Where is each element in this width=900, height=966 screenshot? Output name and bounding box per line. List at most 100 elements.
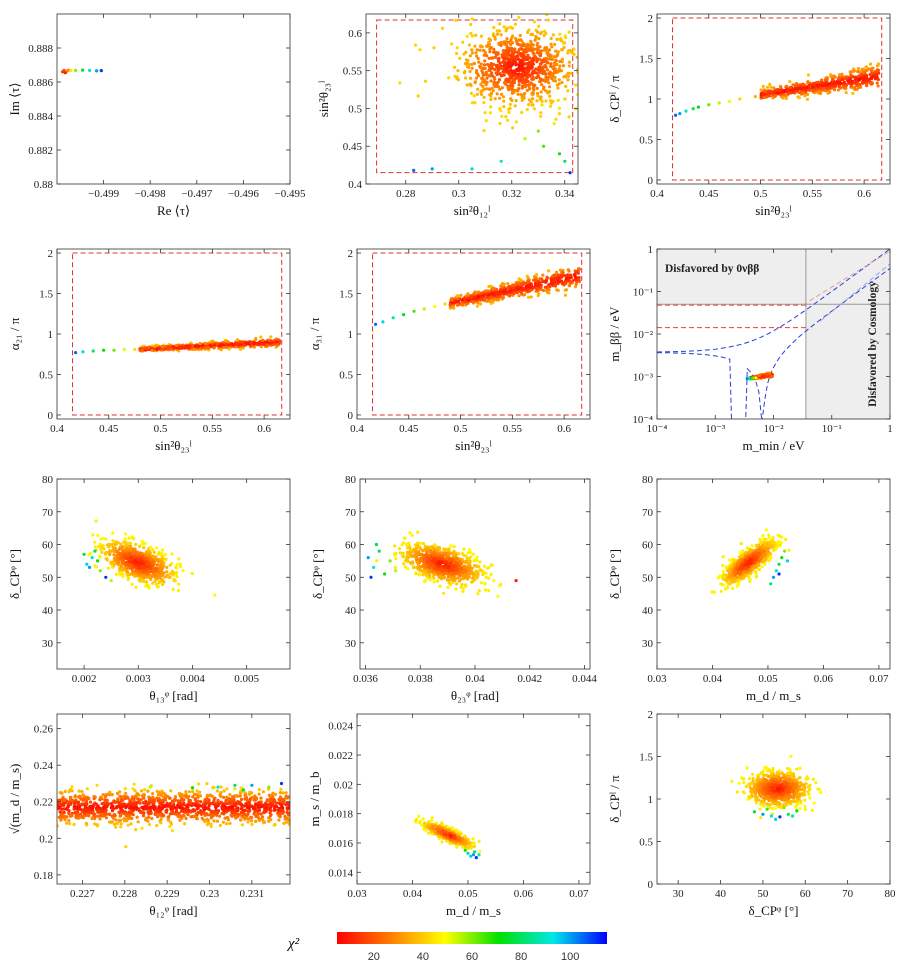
data-point bbox=[119, 563, 123, 567]
data-point bbox=[875, 81, 879, 85]
data-point bbox=[517, 15, 521, 19]
data-point bbox=[545, 68, 550, 72]
data-point bbox=[377, 549, 381, 553]
data-point bbox=[82, 552, 86, 556]
data-point bbox=[549, 36, 553, 41]
data-point bbox=[501, 282, 505, 286]
data-point bbox=[473, 573, 477, 577]
data-point bbox=[774, 88, 778, 92]
data-point bbox=[453, 564, 457, 568]
plot-frame bbox=[56, 13, 291, 185]
data-point bbox=[212, 343, 216, 347]
data-point bbox=[505, 70, 509, 74]
data-point bbox=[485, 76, 489, 80]
data-point bbox=[149, 545, 153, 549]
data-point bbox=[564, 274, 568, 278]
data-point bbox=[231, 343, 235, 347]
data-point bbox=[748, 579, 752, 583]
scatter-points bbox=[710, 528, 791, 594]
data-point bbox=[476, 87, 480, 91]
data-point bbox=[485, 44, 489, 48]
data-point bbox=[254, 338, 258, 342]
data-point bbox=[174, 566, 179, 570]
data-point bbox=[524, 56, 528, 60]
data-point bbox=[154, 555, 158, 559]
data-point bbox=[440, 26, 445, 30]
data-point bbox=[507, 77, 511, 81]
x-tick-label: 0.5 bbox=[154, 423, 168, 435]
data-point bbox=[564, 84, 568, 88]
data-point bbox=[479, 82, 483, 86]
data-point bbox=[520, 86, 524, 90]
data-point bbox=[532, 52, 536, 56]
data-point bbox=[523, 137, 527, 141]
plot-frame bbox=[56, 478, 291, 670]
data-point bbox=[166, 345, 171, 349]
data-point bbox=[499, 92, 504, 96]
data-point bbox=[208, 343, 212, 348]
data-point bbox=[446, 553, 450, 558]
data-point bbox=[460, 577, 464, 581]
data-point bbox=[437, 567, 441, 571]
data-point bbox=[488, 50, 492, 54]
data-point bbox=[171, 573, 176, 577]
data-point bbox=[474, 33, 478, 37]
data-point bbox=[853, 76, 857, 80]
y-tick-label: 0 bbox=[48, 410, 54, 422]
data-point bbox=[553, 284, 558, 288]
data-point bbox=[408, 531, 412, 535]
data-point bbox=[757, 373, 761, 377]
data-point bbox=[117, 561, 121, 565]
data-point bbox=[542, 60, 546, 64]
data-point bbox=[535, 91, 540, 96]
data-point bbox=[520, 110, 524, 115]
scatter-points bbox=[398, 14, 578, 175]
data-point bbox=[109, 579, 113, 583]
data-point bbox=[493, 297, 497, 301]
data-point bbox=[542, 48, 546, 52]
data-point bbox=[813, 91, 817, 95]
data-point bbox=[754, 376, 758, 380]
data-point bbox=[447, 574, 451, 578]
data-point bbox=[516, 89, 520, 93]
disfavored-0vbb-label: Disfavored by 0νββ bbox=[665, 263, 759, 275]
data-point bbox=[502, 53, 506, 58]
data-point bbox=[487, 576, 491, 580]
data-point bbox=[414, 545, 419, 549]
data-point bbox=[557, 69, 562, 73]
data-point bbox=[561, 281, 565, 285]
data-point bbox=[134, 569, 138, 573]
data-point bbox=[489, 79, 493, 83]
data-point bbox=[542, 144, 546, 148]
data-point bbox=[416, 94, 420, 98]
data-point bbox=[527, 86, 531, 90]
data-point bbox=[437, 546, 441, 550]
data-point bbox=[234, 342, 238, 346]
data-point bbox=[119, 567, 123, 571]
data-point bbox=[498, 292, 502, 297]
data-point bbox=[476, 56, 480, 61]
data-point bbox=[131, 570, 135, 574]
data-point bbox=[421, 549, 425, 553]
data-point bbox=[456, 303, 460, 307]
data-point bbox=[763, 89, 767, 94]
y-tick-label: 0.888 bbox=[28, 43, 53, 55]
allowed-region-box bbox=[672, 17, 883, 181]
data-point bbox=[134, 585, 138, 589]
x-tick-label: 0.45 bbox=[399, 423, 419, 435]
data-point bbox=[252, 345, 256, 349]
data-point bbox=[136, 563, 140, 567]
data-point bbox=[869, 81, 873, 85]
data-point bbox=[558, 268, 563, 272]
data-point bbox=[563, 34, 567, 38]
data-point bbox=[128, 544, 133, 549]
data-point bbox=[477, 589, 481, 593]
data-point bbox=[430, 167, 434, 171]
data-point bbox=[485, 87, 489, 91]
data-point bbox=[469, 76, 473, 80]
data-point bbox=[417, 550, 421, 554]
data-point bbox=[492, 25, 496, 30]
